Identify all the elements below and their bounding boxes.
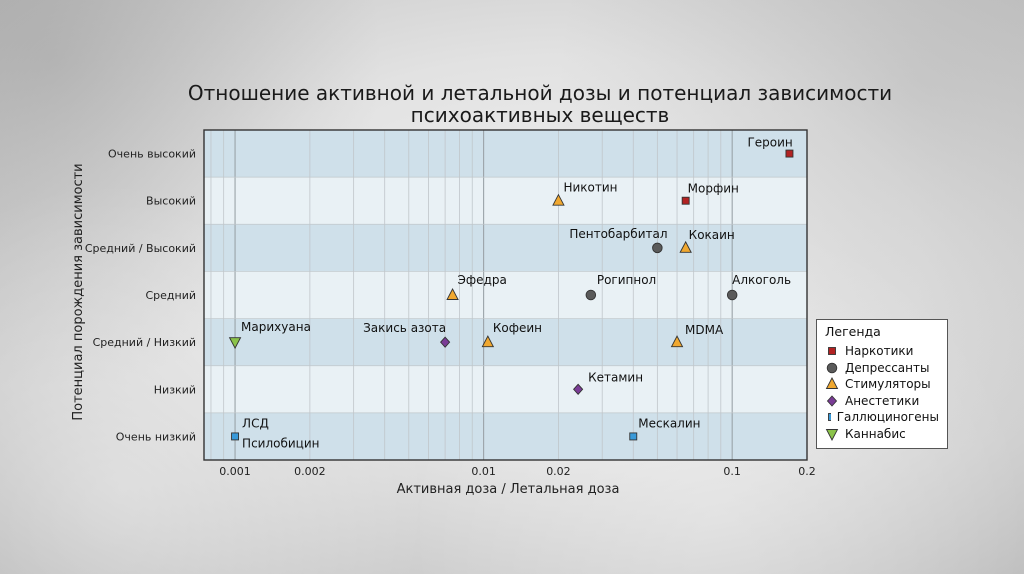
data-point-depressants xyxy=(726,289,738,301)
row-band xyxy=(204,224,807,272)
y-axis-label: Потенциал порождения зависимости xyxy=(71,163,86,420)
y-tick-label: Очень высокий xyxy=(108,148,196,161)
y-tick-label: Низкий xyxy=(154,383,196,396)
legend-marker-shape xyxy=(826,362,838,374)
chart-title: Отношение активной и летальной дозы и по… xyxy=(130,82,950,126)
legend-item-depressants: Депрессанты xyxy=(825,360,939,377)
legend-marker-depressants xyxy=(826,362,838,374)
legend-marker-shape xyxy=(828,347,836,356)
plot-frame xyxy=(203,129,808,461)
y-tick-label: Средний xyxy=(145,289,196,302)
legend: Легенда Наркотики Депрессанты Стимуляторы А… xyxy=(816,319,948,449)
data-label: ЛСД xyxy=(242,416,269,430)
data-label: Морфин xyxy=(688,182,739,196)
legend-label: Депрессанты xyxy=(845,360,930,375)
data-point-stimulants xyxy=(552,193,565,206)
legend-marker-stimulants xyxy=(825,377,839,390)
x-tick-label: 0.001 xyxy=(219,465,251,478)
data-point-narcotics xyxy=(785,149,794,158)
legend-label: Наркотики xyxy=(845,344,914,359)
legend-marker-hallucinogens xyxy=(828,413,831,422)
data-point-anesthetics xyxy=(440,336,451,348)
data-point-stimulants xyxy=(481,335,495,348)
data-point-narcotics xyxy=(681,196,690,205)
data-point-cannabis xyxy=(228,337,242,350)
y-tick-label: Высокий xyxy=(146,195,196,208)
data-label: MDMA xyxy=(685,323,724,337)
data-label: Марихуана xyxy=(241,320,311,334)
legend-title: Легенда xyxy=(825,324,881,339)
legend-marker-anesthetics xyxy=(826,395,838,407)
x-tick-label: 0.2 xyxy=(798,465,816,478)
data-point-depressants xyxy=(585,289,597,301)
legend-marker-narcotics xyxy=(828,347,836,356)
data-label: Мескалин xyxy=(638,416,700,430)
grid-lines xyxy=(204,130,807,460)
row-bands xyxy=(204,130,807,460)
x-axis-label: Активная доза / Летальная доза xyxy=(397,482,620,497)
data-label: Героин xyxy=(747,136,792,150)
legend-item-cannabis: Каннабис xyxy=(825,426,939,443)
legend-marker-shape xyxy=(826,395,838,407)
data-label: Эфедра xyxy=(458,273,507,287)
data-point-anesthetics xyxy=(573,383,584,395)
row-band xyxy=(204,130,807,178)
data-point-hallucinogens xyxy=(629,432,638,441)
legend-item-narcotics: Наркотики xyxy=(825,343,939,360)
x-tick-label: 0.002 xyxy=(294,465,326,478)
data-label: Никотин xyxy=(563,181,617,195)
y-tick-label: Очень низкий xyxy=(116,430,196,443)
y-axis-tick-labels: Очень низкий Низкий Средний / Низкий Средни… xyxy=(85,148,196,444)
y-tick-label: Средний / Низкий xyxy=(93,336,196,349)
data-label: Кокаин xyxy=(689,228,735,242)
x-tick-label: 0.02 xyxy=(546,465,571,478)
data-label: Алкоголь xyxy=(732,273,791,287)
legend-item-anesthetics: Анестетики xyxy=(825,393,939,410)
legend-label: Галлюциногены xyxy=(836,410,939,425)
data-points: Героин Морфин Пентобарбитал Рогипнол Алкогол… xyxy=(228,136,794,450)
x-axis-tick-labels: 0.001 0.002 0.01 0.02 0.1 0.2 xyxy=(219,465,815,478)
data-label: Кетамин xyxy=(588,370,643,384)
data-point-stimulants xyxy=(446,288,459,300)
legend-marker-shape xyxy=(825,377,839,390)
row-band xyxy=(204,412,807,460)
legend-items: Наркотики Депрессанты Стимуляторы Анестетик… xyxy=(825,343,939,442)
chart-title-line-2: психоактивных веществ xyxy=(410,103,670,127)
data-label: Псилобицин xyxy=(242,436,319,450)
legend-marker-shape xyxy=(825,428,839,441)
legend-marker-shape xyxy=(828,413,831,422)
legend-item-hallucinogens: Галлюциногены xyxy=(825,409,939,426)
x-tick-label: 0.01 xyxy=(471,465,496,478)
data-label: Закись азота xyxy=(363,321,446,335)
data-label: Кофеин xyxy=(493,321,542,335)
data-point-depressants xyxy=(652,242,663,254)
x-tick-label: 0.1 xyxy=(723,465,741,478)
data-label: Пентобарбитал xyxy=(569,227,667,241)
data-label: Рогипнол xyxy=(597,273,656,287)
data-point-stimulants xyxy=(679,240,692,253)
legend-item-stimulants: Стимуляторы xyxy=(825,376,939,393)
data-point-hallucinogens xyxy=(231,432,240,441)
legend-label: Стимуляторы xyxy=(845,377,931,392)
legend-label: Анестетики xyxy=(845,393,920,408)
y-tick-label: Средний / Высокий xyxy=(85,242,196,255)
plot-background xyxy=(204,130,807,460)
data-point-stimulants xyxy=(670,335,684,348)
chart-title-line-1: Отношение активной и летальной дозы и по… xyxy=(187,81,893,105)
legend-marker-cannabis xyxy=(825,428,839,441)
row-band xyxy=(204,318,807,366)
legend-label: Каннабис xyxy=(845,426,906,441)
